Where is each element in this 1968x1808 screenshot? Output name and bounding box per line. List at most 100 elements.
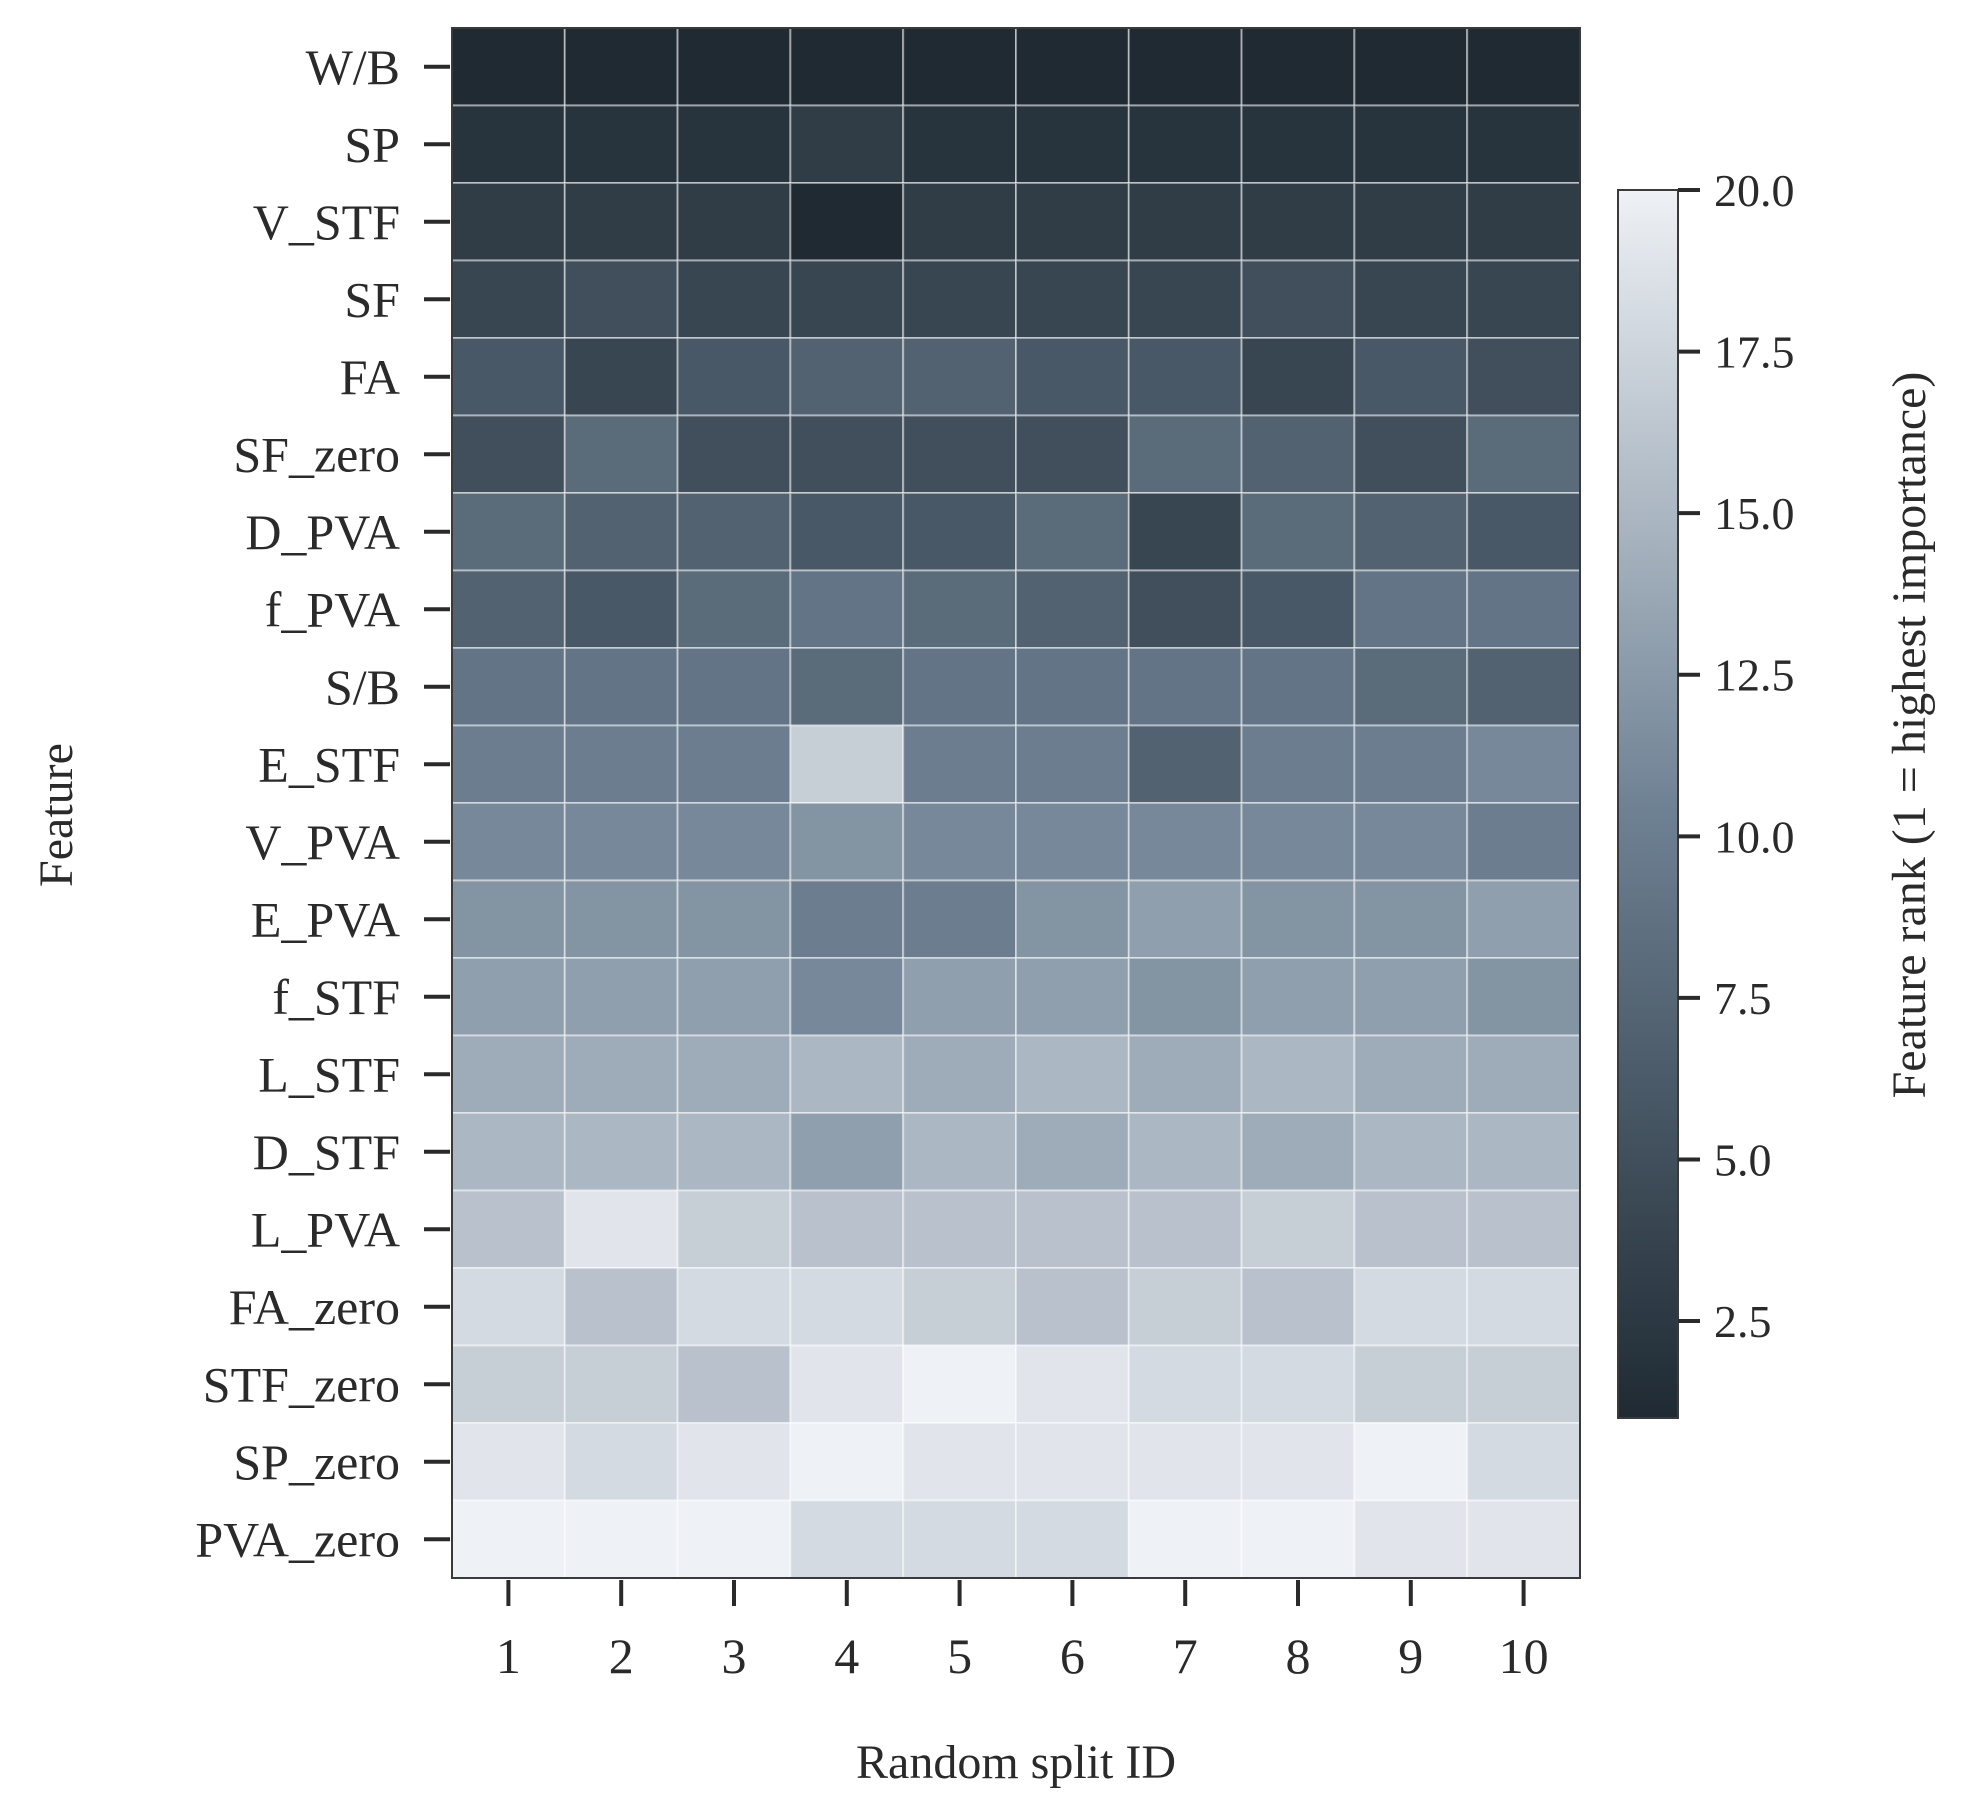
plot-frame <box>451 27 1581 1579</box>
heatmap-cell <box>1353 957 1469 1037</box>
heatmap-cell <box>1466 647 1581 727</box>
heatmap-cell <box>451 259 566 339</box>
heatmap-cell <box>563 337 679 417</box>
heatmap-cell <box>1466 1344 1581 1424</box>
heatmap-cell <box>1015 724 1130 804</box>
heatmap-cell <box>1353 414 1469 494</box>
heatmap-cell <box>563 1189 679 1269</box>
heatmap-cell <box>902 1344 1018 1424</box>
y-tick-label: V_STF <box>253 194 400 250</box>
y-tick-label: D_PVA <box>245 504 400 560</box>
y-tick-label: FA <box>340 349 400 405</box>
x-axis-title: Random split ID <box>856 1736 1176 1789</box>
heatmap-cell <box>789 802 905 882</box>
heatmap-cell <box>1127 724 1243 804</box>
colorbar-tick-label: 10.0 <box>1714 811 1795 862</box>
y-tick-label: f_STF <box>272 969 400 1025</box>
y-tick-label: FA_zero <box>229 1279 400 1335</box>
heatmap-cell <box>1466 27 1581 107</box>
heatmap-cell <box>1015 337 1130 417</box>
y-tick-label: f_PVA <box>265 581 400 637</box>
x-tick-label: 7 <box>1173 1628 1198 1684</box>
heatmap-cell <box>1127 1034 1243 1114</box>
heatmap-cell <box>676 1189 792 1269</box>
heatmap-cell <box>789 27 905 107</box>
heatmap-cell <box>789 492 905 572</box>
x-tick-label: 6 <box>1060 1628 1085 1684</box>
heatmap-cell <box>676 1344 792 1424</box>
heatmap-cell <box>563 1499 679 1579</box>
heatmap-cell <box>789 414 905 494</box>
heatmap-cell <box>451 337 566 417</box>
heatmap-cell <box>676 414 792 494</box>
heatmap-cell <box>1015 27 1130 107</box>
heatmap-cell <box>1127 879 1243 959</box>
heatmap-cell <box>1240 879 1356 959</box>
heatmap-cell <box>451 104 566 184</box>
y-tick-label: D_STF <box>253 1124 400 1180</box>
heatmap-cell <box>1127 1422 1243 1502</box>
heatmap-cell <box>1127 1267 1243 1347</box>
y-tick-label: SP_zero <box>233 1434 400 1490</box>
heatmap-cell <box>1015 259 1130 339</box>
heatmap-cell <box>902 414 1018 494</box>
heatmap-cell <box>1240 27 1356 107</box>
heatmap-cell <box>1240 1267 1356 1347</box>
heatmap-cell <box>451 1034 566 1114</box>
heatmap-cell <box>902 569 1018 649</box>
heatmap-cell <box>676 1112 792 1192</box>
colorbar-tick-label: 17.5 <box>1714 327 1795 378</box>
heatmap-cell <box>1015 1344 1130 1424</box>
heatmap-cell <box>1353 1189 1469 1269</box>
heatmap-cell <box>789 957 905 1037</box>
heatmap-cell <box>902 259 1018 339</box>
x-tick-label: 2 <box>609 1628 634 1684</box>
heatmap-cell <box>1127 957 1243 1037</box>
heatmap-cell <box>1015 957 1130 1037</box>
heatmap-cell <box>676 1267 792 1347</box>
heatmap-cell <box>789 337 905 417</box>
heatmap-cell <box>1127 1112 1243 1192</box>
heatmap-cell <box>789 724 905 804</box>
heatmap-cell <box>1240 647 1356 727</box>
heatmap-cell <box>676 879 792 959</box>
heatmap-cell <box>1353 879 1469 959</box>
heatmap-cell <box>1015 1422 1130 1502</box>
heatmap-cell <box>563 492 679 572</box>
colorbar-tick-label: 12.5 <box>1714 650 1795 701</box>
heatmap-cell <box>1127 104 1243 184</box>
heatmap-cell <box>451 1344 566 1424</box>
heatmap-cell <box>1127 414 1243 494</box>
heatmap-cell <box>902 27 1018 107</box>
heatmap-cell <box>1466 1034 1581 1114</box>
heatmap-cell <box>1127 647 1243 727</box>
y-axis-title: Feature <box>30 743 83 887</box>
heatmap-cell <box>1466 1112 1581 1192</box>
heatmap-cell <box>1466 957 1581 1037</box>
heatmap-cell <box>1127 802 1243 882</box>
heatmap-cell <box>902 1422 1018 1502</box>
y-tick-label: S/B <box>325 659 400 715</box>
heatmap-cell <box>789 1422 905 1502</box>
heatmap-cell <box>1466 1189 1581 1269</box>
heatmap-cell <box>902 1112 1018 1192</box>
y-axis: W/B SP V_STF SF FA SF_zero D_PVA f_PVA S/B E_STF V… <box>195 39 450 1567</box>
heatmap-cell <box>1466 259 1581 339</box>
heatmap-cell <box>902 1267 1018 1347</box>
heatmap-cell <box>1015 647 1130 727</box>
heatmap-cell <box>676 104 792 184</box>
heatmap-cell <box>1466 569 1581 649</box>
heatmap-cell <box>563 802 679 882</box>
heatmap-cell <box>902 492 1018 572</box>
heatmap-cell <box>902 802 1018 882</box>
heatmap-cell <box>1015 1267 1130 1347</box>
heatmap-cell <box>563 647 679 727</box>
x-tick-label: 10 <box>1499 1628 1549 1684</box>
heatmap-cell <box>1353 1422 1469 1502</box>
heatmap-cell <box>563 1112 679 1192</box>
heatmap-cell <box>1240 1112 1356 1192</box>
heatmap-cell <box>1015 182 1130 262</box>
heatmap-cell <box>451 1499 566 1579</box>
heatmap-cell <box>1015 1034 1130 1114</box>
heatmap-cell <box>1015 1499 1130 1579</box>
